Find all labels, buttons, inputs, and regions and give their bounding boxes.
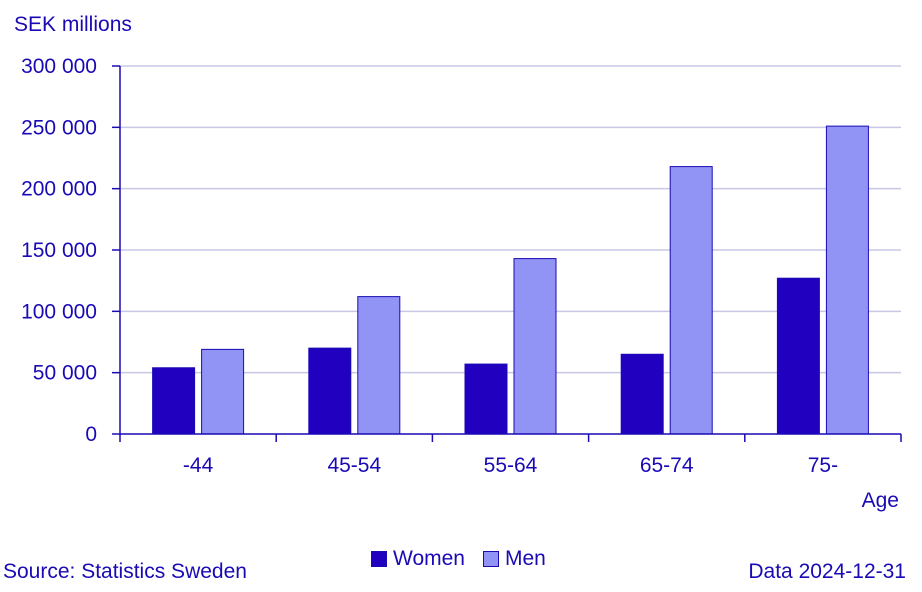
bar-women [308, 347, 352, 435]
y-tick-label: 50 000 [33, 362, 97, 385]
legend-swatch-men [482, 551, 499, 567]
legend-label-women: Women [393, 547, 465, 570]
x-tick-labels: -44 45-54 55-64 65-74 75- [183, 454, 838, 477]
y-tick-label: 200 000 [21, 178, 97, 201]
x-tick-label: 55-64 [484, 454, 538, 477]
bar-men [825, 125, 869, 435]
legend-swatch-women [371, 551, 387, 567]
bar-chart: SEK millions 0 50 000 100 000 150 000 200 00… [14, 13, 902, 512]
y-tick-label: 250 000 [21, 116, 97, 139]
bar-men [201, 348, 245, 435]
bar-women [776, 277, 820, 435]
bars [152, 125, 869, 435]
legend: Women Men [371, 547, 564, 571]
bar-women [464, 363, 508, 435]
y-tick-label: 0 [85, 423, 97, 446]
y-axis-label: SEK millions [14, 13, 132, 36]
y-tick-label: 100 000 [21, 300, 97, 323]
x-tick-label: 75- [808, 454, 838, 477]
legend-item-men: Men [482, 547, 546, 571]
bar-men [669, 166, 713, 435]
legend-label-men: Men [504, 547, 546, 570]
source-note: Source: Statistics Sweden [3, 560, 247, 583]
x-tick-label: -44 [183, 454, 214, 477]
data-date: Data 2024-12-31 [748, 560, 906, 583]
bar-women [620, 353, 664, 435]
x-tick-label: 65-74 [640, 454, 694, 477]
y-tick-labels: 0 50 000 100 000 150 000 200 000 250 000 300 0… [21, 55, 97, 446]
y-tick-label: 300 000 [21, 55, 97, 78]
bar-men [357, 296, 401, 435]
bar-women [152, 367, 196, 435]
grid-lines [120, 65, 901, 374]
x-tick-label: 45-54 [327, 454, 381, 477]
bar-men [513, 258, 557, 435]
axes [112, 65, 902, 442]
x-axis-label: Age [862, 489, 899, 512]
legend-item-women: Women [371, 547, 465, 571]
y-tick-label: 150 000 [21, 239, 97, 262]
